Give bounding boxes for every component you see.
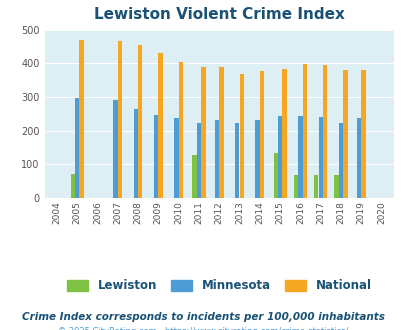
Bar	[239, 74, 243, 198]
Bar	[255, 120, 259, 198]
Bar	[313, 175, 318, 198]
Bar	[153, 115, 158, 198]
Bar	[360, 70, 365, 198]
Bar	[318, 117, 322, 198]
Legend: Lewiston, Minnesota, National: Lewiston, Minnesota, National	[62, 275, 375, 297]
Bar	[133, 109, 138, 198]
Bar	[322, 65, 326, 198]
Bar	[219, 67, 223, 198]
Bar	[259, 71, 264, 198]
Text: © 2025 CityRating.com - https://www.cityrating.com/crime-statistics/: © 2025 CityRating.com - https://www.city…	[58, 327, 347, 330]
Bar	[75, 98, 79, 198]
Bar	[158, 52, 162, 198]
Text: Crime Index corresponds to incidents per 100,000 inhabitants: Crime Index corresponds to incidents per…	[21, 312, 384, 322]
Bar	[117, 41, 122, 198]
Bar	[277, 115, 281, 198]
Bar	[79, 40, 83, 198]
Bar	[234, 123, 239, 198]
Bar	[201, 67, 205, 198]
Title: Lewiston Violent Crime Index: Lewiston Violent Crime Index	[94, 7, 344, 21]
Bar	[138, 45, 142, 198]
Bar	[356, 118, 360, 198]
Bar	[334, 175, 338, 198]
Bar	[273, 153, 277, 198]
Bar	[282, 69, 286, 198]
Bar	[302, 64, 306, 198]
Bar	[293, 175, 297, 198]
Bar	[174, 118, 178, 198]
Bar	[338, 123, 342, 198]
Bar	[113, 100, 117, 198]
Bar	[192, 155, 196, 198]
Bar	[343, 70, 347, 198]
Bar	[178, 62, 183, 198]
Bar	[70, 175, 75, 198]
Bar	[298, 115, 302, 198]
Bar	[214, 119, 219, 198]
Bar	[196, 123, 200, 198]
